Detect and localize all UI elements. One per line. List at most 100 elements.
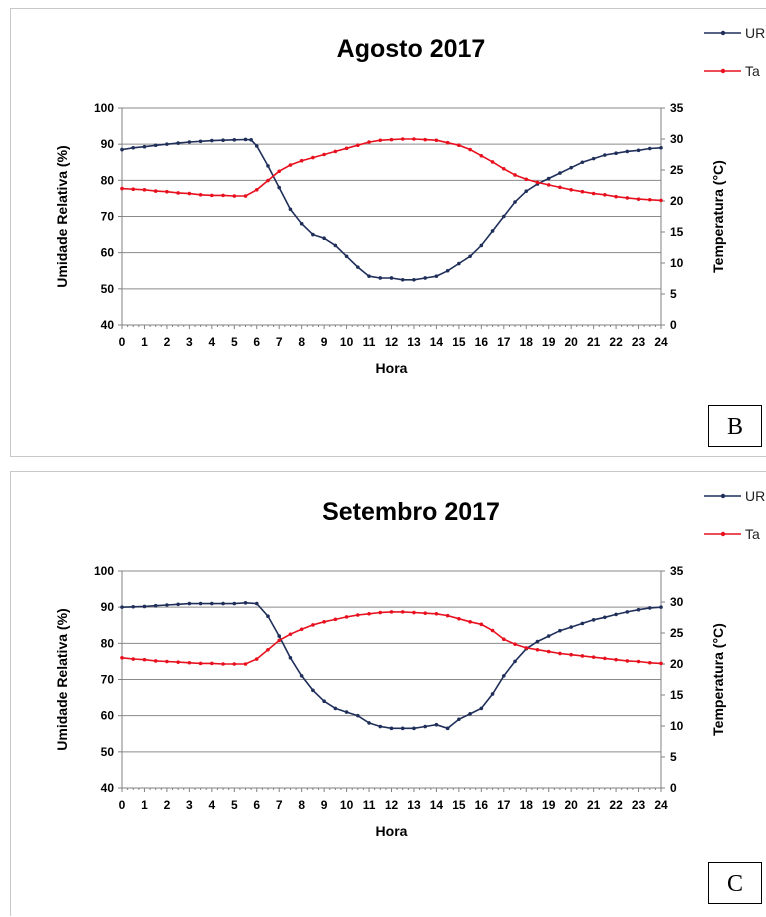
- x-tick-label: 3: [186, 798, 193, 812]
- data-point-ur: [389, 276, 394, 280]
- data-point-ta: [580, 654, 585, 658]
- data-point-ur: [299, 674, 304, 678]
- data-point-ur: [457, 717, 461, 722]
- data-point-ta: [176, 660, 180, 664]
- data-point-ur: [356, 265, 360, 269]
- data-point-ur: [266, 614, 270, 619]
- data-point-ta: [558, 185, 562, 190]
- x-tick-label: 10: [340, 798, 354, 812]
- data-point-ta: [490, 628, 495, 633]
- data-point-ta: [367, 611, 371, 616]
- x-tick-label: 16: [475, 798, 489, 812]
- data-point-ur: [311, 688, 315, 693]
- data-point-ta: [603, 193, 607, 197]
- data-point-ta: [221, 662, 225, 666]
- data-point-ur: [198, 601, 203, 606]
- data-point-ta: [378, 138, 383, 143]
- data-point-ta: [344, 146, 349, 151]
- data-point-ta: [400, 137, 405, 141]
- data-point-ur: [288, 656, 293, 660]
- data-point-ta: [120, 656, 124, 660]
- data-point-ur: [221, 138, 225, 142]
- data-point-ur: [232, 601, 237, 606]
- y-left-tick-label: 100: [94, 101, 114, 115]
- data-point-ta: [558, 651, 562, 656]
- data-point-ta: [659, 661, 663, 666]
- data-point-ur: [131, 605, 136, 609]
- x-tick-label: 18: [520, 798, 534, 812]
- series-line-ur: [121, 601, 662, 730]
- y-right-tick-label: 25: [670, 626, 684, 640]
- data-point-ur: [513, 200, 517, 204]
- x-tick-label: 12: [385, 335, 399, 349]
- data-point-ta: [322, 152, 326, 157]
- x-tick-label: 0: [119, 798, 126, 812]
- data-point-ta: [266, 178, 270, 183]
- y-right-tick-label: 0: [670, 318, 677, 332]
- data-point-ur: [513, 659, 517, 664]
- data-point-ur: [344, 254, 349, 259]
- data-point-ur: [187, 140, 192, 144]
- data-point-ta: [659, 198, 663, 203]
- data-point-ur: [210, 138, 214, 143]
- data-point-ta: [333, 617, 338, 622]
- data-point-ta: [636, 659, 641, 664]
- data-point-ta: [254, 188, 259, 192]
- x-tick-label: 15: [452, 335, 466, 349]
- data-point-ur: [625, 610, 630, 614]
- data-point-ta: [288, 163, 293, 167]
- data-point-ur: [647, 606, 652, 610]
- x-axis-label: Hora: [376, 360, 408, 376]
- x-tick-label: 23: [632, 335, 646, 349]
- data-point-ur: [479, 706, 484, 711]
- data-point-ur: [187, 601, 192, 606]
- y-right-tick-label: 30: [670, 132, 684, 146]
- data-point-ta: [535, 647, 540, 652]
- x-tick-label: 14: [430, 335, 444, 349]
- data-point-ta: [232, 662, 237, 666]
- data-point-ta: [524, 177, 529, 182]
- data-point-ta: [120, 186, 124, 191]
- y-right-tick-label: 10: [670, 719, 684, 733]
- data-point-ta: [378, 610, 383, 615]
- y-left-tick-label: 70: [101, 210, 115, 224]
- x-tick-label: 6: [253, 798, 260, 812]
- data-point-ta: [187, 191, 192, 196]
- data-point-ta: [524, 646, 529, 650]
- data-point-ur: [412, 726, 416, 731]
- data-point-ur: [210, 601, 214, 606]
- data-point-ur: [614, 151, 618, 156]
- data-point-ur: [277, 185, 282, 190]
- data-point-ur: [569, 625, 573, 629]
- data-point-ta: [142, 188, 147, 192]
- data-point-ur: [277, 634, 282, 638]
- legend-label-ta: Ta: [745, 526, 760, 542]
- data-point-ta: [569, 652, 573, 657]
- data-point-ur: [546, 176, 551, 181]
- data-point-ur: [333, 706, 338, 711]
- series-line-ta: [121, 611, 662, 665]
- data-point-ta: [445, 140, 450, 145]
- y-left-tick-label: 80: [101, 173, 115, 187]
- x-tick-label: 15: [452, 798, 466, 812]
- y-left-tick-label: 90: [101, 137, 115, 151]
- y-right-tick-label: 0: [670, 781, 677, 795]
- data-point-ur: [524, 189, 529, 193]
- chart-title: Agosto 2017: [337, 35, 486, 63]
- data-point-ta: [457, 143, 461, 147]
- data-point-ur: [423, 724, 427, 729]
- legend-marker-ur: [720, 30, 726, 36]
- data-point-ur: [243, 137, 248, 142]
- x-tick-label: 4: [208, 335, 215, 349]
- data-point-ta: [299, 627, 304, 632]
- data-point-ta: [356, 613, 360, 617]
- data-point-ta: [243, 194, 248, 198]
- data-point-ta: [389, 137, 394, 142]
- data-point-ta: [591, 655, 596, 659]
- legend-marker-ta: [720, 531, 726, 537]
- data-point-ta: [580, 189, 585, 194]
- legend-label-ur: UR: [745, 25, 765, 41]
- x-tick-label: 22: [609, 798, 623, 812]
- y-right-tick-label: 10: [670, 256, 684, 270]
- x-tick-label: 16: [475, 335, 489, 349]
